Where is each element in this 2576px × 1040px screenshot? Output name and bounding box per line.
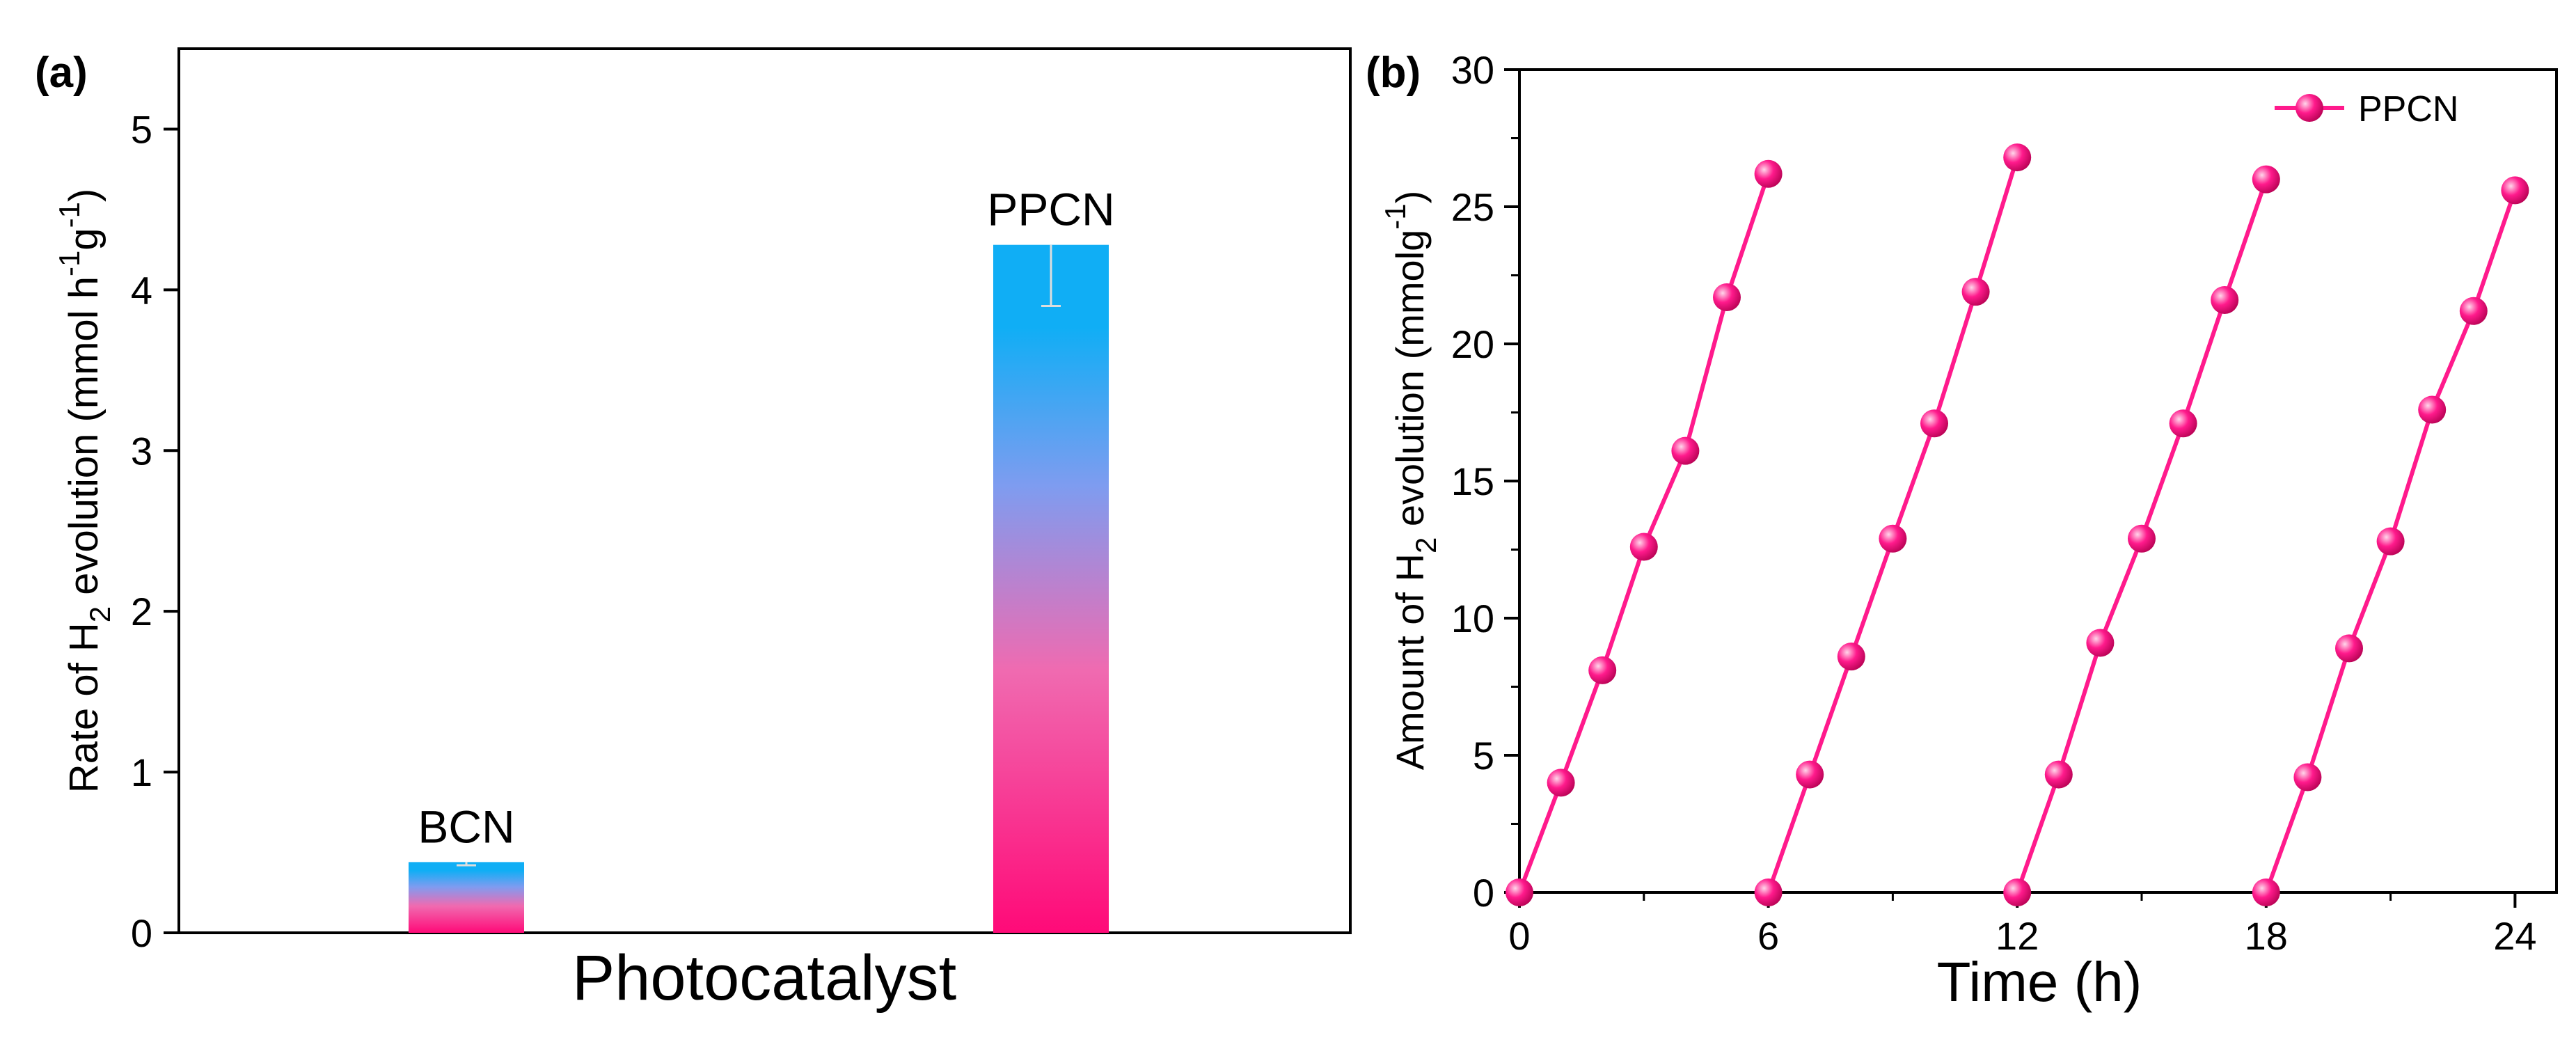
- panel-b-series-ppcn: [1506, 143, 2529, 906]
- data-point: [2252, 879, 2280, 906]
- data-point: [1506, 879, 1533, 906]
- data-point: [1629, 533, 1658, 561]
- panel-b-y-axis-ticks: 0 5 10 15 20 25 30: [1451, 48, 1519, 915]
- data-point: [2376, 527, 2405, 556]
- data-point: [1713, 283, 1741, 312]
- data-point: [1754, 879, 1783, 906]
- panel-b-y-tick-label: 25: [1451, 185, 1494, 229]
- bar-label-bcn: BCN: [418, 801, 514, 852]
- panel-a-plot-frame: [177, 47, 1352, 934]
- panel-a-y-axis-label: Rate of H2 evolution (mmol h-1g-1): [53, 189, 116, 794]
- panel-b-x-tick-label: 6: [1757, 914, 1779, 958]
- data-point: [2501, 176, 2529, 205]
- panel-a-y-tick-label: 1: [131, 750, 152, 794]
- panel-a-y-tick-label: 5: [131, 107, 152, 151]
- panel-a-bar-chart: (a) 0 1 2 3 4 5 BCN PPCN Photocatalyst Rate of…: [35, 47, 1352, 1014]
- data-point: [2003, 879, 2032, 906]
- data-point: [1837, 643, 1865, 671]
- panel-b-label: (b): [1366, 49, 1421, 97]
- panel-a-y-tick-label: 4: [131, 268, 152, 312]
- panel-b-x-axis-label: Time (h): [1937, 951, 2142, 1013]
- panel-b-x-tick-label: 12: [1996, 914, 2039, 958]
- panel-a-y-tick-label: 2: [131, 590, 152, 633]
- data-point: [2128, 524, 2156, 553]
- panel-b-y-tick-label: 30: [1451, 48, 1494, 92]
- bar-ppcn: [993, 244, 1109, 933]
- data-point: [1879, 524, 1907, 553]
- data-point: [1920, 409, 1948, 438]
- data-point: [2086, 629, 2115, 657]
- data-point: [1754, 159, 1783, 188]
- panel-b-x-tick-label: 0: [1508, 914, 1530, 958]
- data-point: [2252, 165, 2280, 194]
- data-point: [1588, 656, 1617, 684]
- panel-a-bars: BCN PPCN: [409, 184, 1115, 933]
- data-point: [2335, 634, 2363, 663]
- data-point: [2459, 297, 2488, 325]
- data-point: [2293, 763, 2322, 791]
- data-point: [2211, 285, 2239, 314]
- panel-b-y-tick-label: 5: [1473, 734, 1494, 778]
- panel-b-y-tick-label: 20: [1451, 322, 1494, 366]
- panel-b-plot-frame: [1518, 68, 2558, 894]
- panel-a-y-axis-ticks: 0 1 2 3 4 5: [131, 107, 179, 955]
- panel-a-label: (a): [35, 49, 88, 97]
- panel-b-y-axis-label: Amount of H2 evolution (mmolg-1): [1379, 191, 1442, 771]
- bar-label-ppcn: PPCN: [987, 184, 1114, 235]
- data-point: [1961, 278, 1990, 306]
- data-point: [2418, 395, 2447, 424]
- panel-b-y-tick-label: 15: [1451, 459, 1494, 503]
- data-point: [1796, 760, 1824, 789]
- data-point: [1671, 436, 1700, 465]
- panel-b-legend: PPCN: [2275, 89, 2458, 129]
- data-point: [2169, 409, 2197, 438]
- panel-b-y-tick-label: 10: [1451, 597, 1494, 640]
- panel-a-y-tick-label: 0: [131, 911, 152, 955]
- panel-b-x-tick-label: 18: [2245, 914, 2288, 958]
- data-point: [2044, 760, 2073, 789]
- panel-b-y-tick-label: 0: [1473, 871, 1494, 915]
- panel-b-x-tick-label: 24: [2493, 914, 2536, 958]
- legend-label: PPCN: [2358, 89, 2458, 129]
- panel-a-y-tick-label: 3: [131, 429, 152, 473]
- data-point: [2003, 143, 2032, 172]
- panel-a-x-axis-label: Photocatalyst: [572, 943, 956, 1014]
- legend-marker: [2296, 94, 2323, 122]
- data-point: [1547, 769, 1575, 797]
- bar-bcn: [409, 862, 524, 933]
